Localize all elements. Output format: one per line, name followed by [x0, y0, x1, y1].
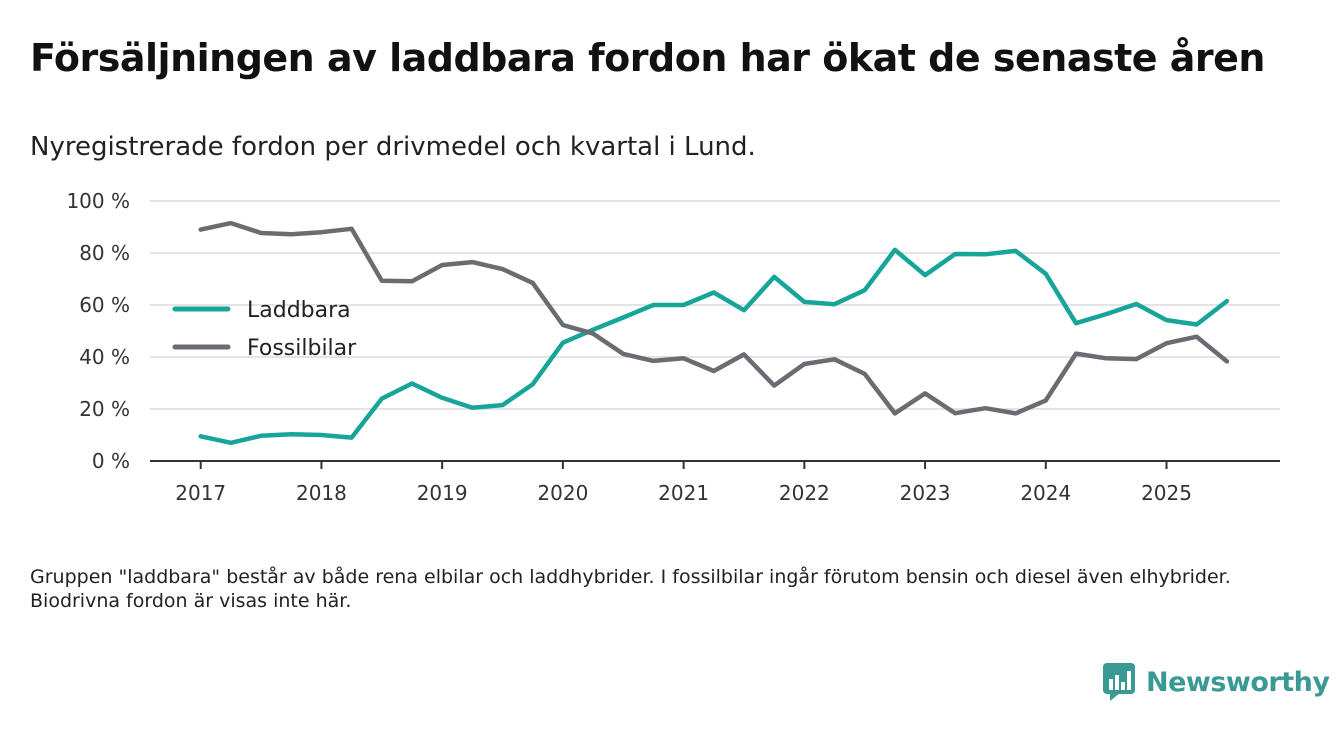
x-tick-label: 2019 [417, 481, 468, 505]
bar-chart-logo-icon [1103, 663, 1135, 701]
chart-subtitle: Nyregistrerade fordon per drivmedel och … [30, 132, 756, 162]
y-tick-label: 100 % [66, 189, 130, 213]
newsworthy-logo[interactable]: Newsworthy [1102, 660, 1330, 704]
x-tick-label: 2024 [1020, 481, 1071, 505]
brand-name: Newsworthy [1146, 666, 1330, 698]
x-tick-label: 2018 [296, 481, 347, 505]
chart-title: Försäljningen av laddbara fordon har öka… [30, 36, 1265, 80]
x-tick-label: 2022 [779, 481, 830, 505]
y-tick-label: 80 % [79, 241, 130, 265]
legend-label: Laddbara [247, 298, 351, 323]
axes: 0 % 20 % 40 % 60 % 80 % 100 % 2017 2018 2019 2020… [66, 189, 1280, 505]
legend: Laddbara Fossilbilar [172, 298, 357, 361]
x-tick-label: 2023 [900, 481, 951, 505]
series-line-fossilbilar [198, 220, 1230, 416]
footnote: Gruppen "laddbara" består av både rena e… [30, 566, 1231, 612]
x-tick-label: 2020 [537, 481, 588, 505]
y-tick-label: 20 % [79, 397, 130, 421]
series-lines [198, 220, 1230, 446]
x-tick-label: 2025 [1141, 481, 1192, 505]
x-tick-label: 2021 [658, 481, 709, 505]
y-tick-label: 60 % [79, 293, 130, 317]
x-tick-label: 2017 [175, 481, 226, 505]
y-tick-label: 40 % [79, 345, 130, 369]
legend-label: Fossilbilar [247, 336, 357, 361]
series-line-laddbara [198, 247, 1230, 446]
y-tick-label: 0 % [92, 449, 130, 473]
